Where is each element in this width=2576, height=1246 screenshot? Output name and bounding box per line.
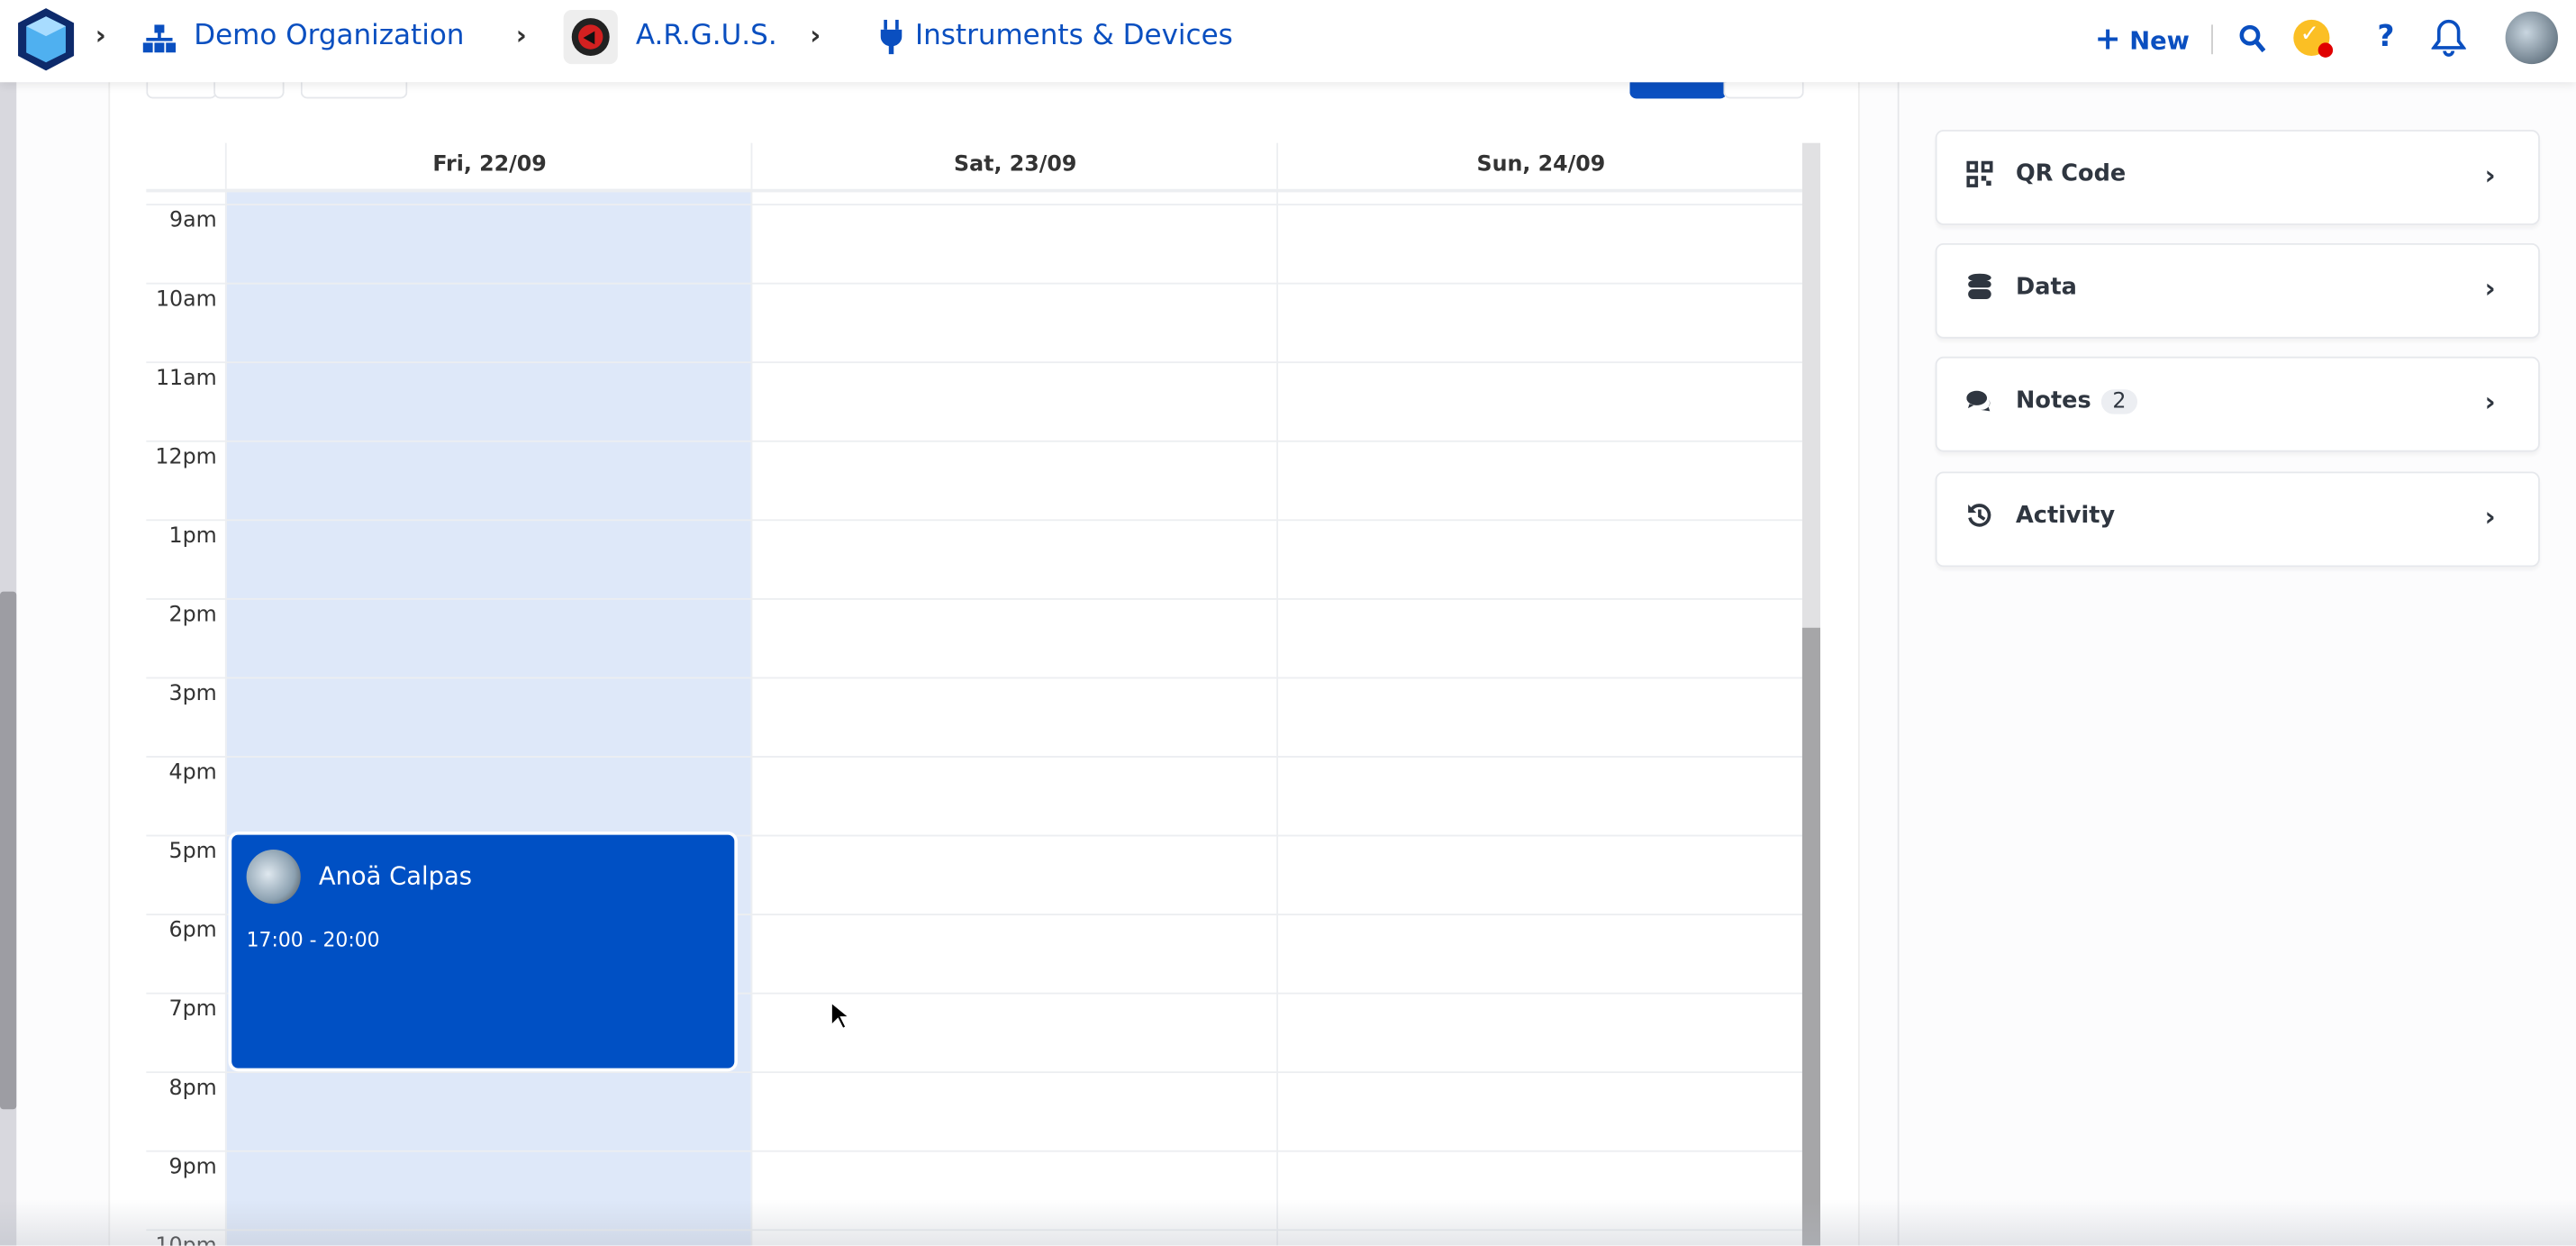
side-item-data[interactable]: Data › — [1935, 242, 2540, 339]
side-item-label: Notes — [2016, 387, 2091, 414]
user-avatar[interactable] — [2505, 11, 2558, 65]
hour-label: 9pm — [168, 1155, 217, 1180]
header-divider — [146, 188, 1802, 193]
hour-label: 2pm — [168, 603, 217, 628]
side-item-label: Data — [2016, 274, 2077, 301]
hour-gridline — [146, 1150, 1802, 1152]
alert-dot — [2317, 42, 2334, 58]
bottom-fade — [0, 1199, 2576, 1246]
side-item-label: QR Code — [2016, 160, 2127, 187]
side-item-qr-code[interactable]: QR Code › — [1935, 130, 2540, 225]
side-item-notes[interactable]: Notes 2 › — [1935, 356, 2540, 452]
event-user-name: Anoä Calpas — [318, 860, 473, 891]
hour-label: 5pm — [168, 840, 217, 865]
next-button[interactable] — [213, 82, 285, 99]
event-time: 17:00 - 20:00 — [246, 928, 380, 952]
divider — [2211, 24, 2213, 55]
chevron-right-icon: › — [2484, 501, 2496, 532]
search-icon[interactable] — [2239, 24, 2266, 53]
side-item-label: Activity — [2016, 503, 2116, 530]
hour-label: 10am — [155, 287, 217, 313]
view-toggle[interactable] — [1723, 82, 1804, 99]
column-divider — [224, 188, 227, 1246]
hour-label: 11am — [155, 366, 217, 392]
database-icon — [1968, 273, 1991, 299]
today-column-highlight — [226, 188, 751, 1246]
plus-icon: + — [2094, 21, 2121, 58]
hour-label: 1pm — [168, 523, 217, 550]
chevron-right-icon: › — [2484, 159, 2496, 191]
chevron-right-icon: › — [2484, 272, 2496, 305]
argus-logo — [563, 9, 618, 65]
hour-gridline — [146, 204, 1802, 205]
history-icon — [1968, 504, 1991, 527]
breadcrumb-project[interactable]: A.R.G.U.S. — [635, 19, 777, 53]
hour-gridline — [146, 282, 1802, 285]
page-scrollbar-thumb[interactable] — [0, 591, 17, 1110]
calendar-scrollbar-thumb[interactable] — [1801, 627, 1820, 1246]
new-button[interactable]: + New — [2095, 22, 2190, 58]
day-header-sun[interactable]: Sun, 24/09 — [1276, 142, 1804, 189]
hour-gridline — [146, 914, 1802, 915]
hour-label: 7pm — [168, 997, 217, 1023]
plug-icon — [880, 19, 903, 55]
hour-label: 4pm — [168, 760, 217, 786]
hour-gridline — [146, 597, 1802, 600]
help-icon[interactable]: ? — [2377, 19, 2395, 55]
hour-label: 10pm — [146, 1234, 216, 1246]
hour-gridline — [146, 1071, 1802, 1074]
chevron-right-icon: › — [810, 19, 821, 51]
hour-label: 9am — [169, 208, 217, 234]
event-user-avatar — [246, 850, 301, 905]
mouse-cursor — [830, 1000, 850, 1031]
view-toggle-active[interactable] — [1629, 82, 1728, 99]
hour-label: 3pm — [168, 681, 217, 707]
day-header-sat[interactable]: Sat, 23/09 — [750, 142, 1279, 189]
hour-label: 12pm — [155, 445, 217, 470]
chevron-right-icon: › — [515, 19, 527, 51]
today-button[interactable] — [300, 82, 408, 99]
hour-gridline — [146, 1229, 1802, 1232]
breadcrumb-organization[interactable]: Demo Organization — [194, 19, 465, 53]
breadcrumb-instruments[interactable]: Instruments & Devices — [914, 19, 1233, 53]
hour-gridline — [146, 834, 1802, 837]
sitemap-icon — [142, 24, 177, 53]
chevron-right-icon: › — [2484, 386, 2496, 418]
prev-button[interactable] — [146, 82, 217, 99]
hour-label: 8pm — [168, 1076, 217, 1102]
hour-gridline — [146, 440, 1802, 442]
new-label: New — [2129, 26, 2190, 57]
hour-gridline — [146, 992, 1802, 995]
tasks-check-icon[interactable]: ✓ — [2293, 19, 2334, 58]
side-item-activity[interactable]: Activity › — [1935, 471, 2540, 568]
bell-icon[interactable] — [2431, 18, 2466, 58]
notes-count-badge: 2 — [2100, 389, 2138, 414]
hour-label: 6pm — [168, 918, 217, 943]
top-nav-bar: › Demo Organization › A.R.G.U.S. › Instr… — [0, 0, 2576, 83]
column-divider — [1276, 188, 1279, 1246]
app-logo[interactable] — [16, 6, 76, 72]
qr-code-icon — [1966, 160, 1993, 187]
hour-gridline — [146, 756, 1802, 758]
booking-event[interactable]: Anoä Calpas 17:00 - 20:00 — [231, 834, 735, 1069]
hour-gridline — [146, 361, 1802, 364]
chevron-right-icon: › — [95, 19, 106, 51]
column-divider — [750, 188, 753, 1246]
hour-gridline — [146, 519, 1802, 522]
hour-gridline — [146, 677, 1802, 679]
day-header-fri[interactable]: Fri, 22/09 — [224, 142, 753, 189]
comments-icon — [1966, 390, 1991, 412]
